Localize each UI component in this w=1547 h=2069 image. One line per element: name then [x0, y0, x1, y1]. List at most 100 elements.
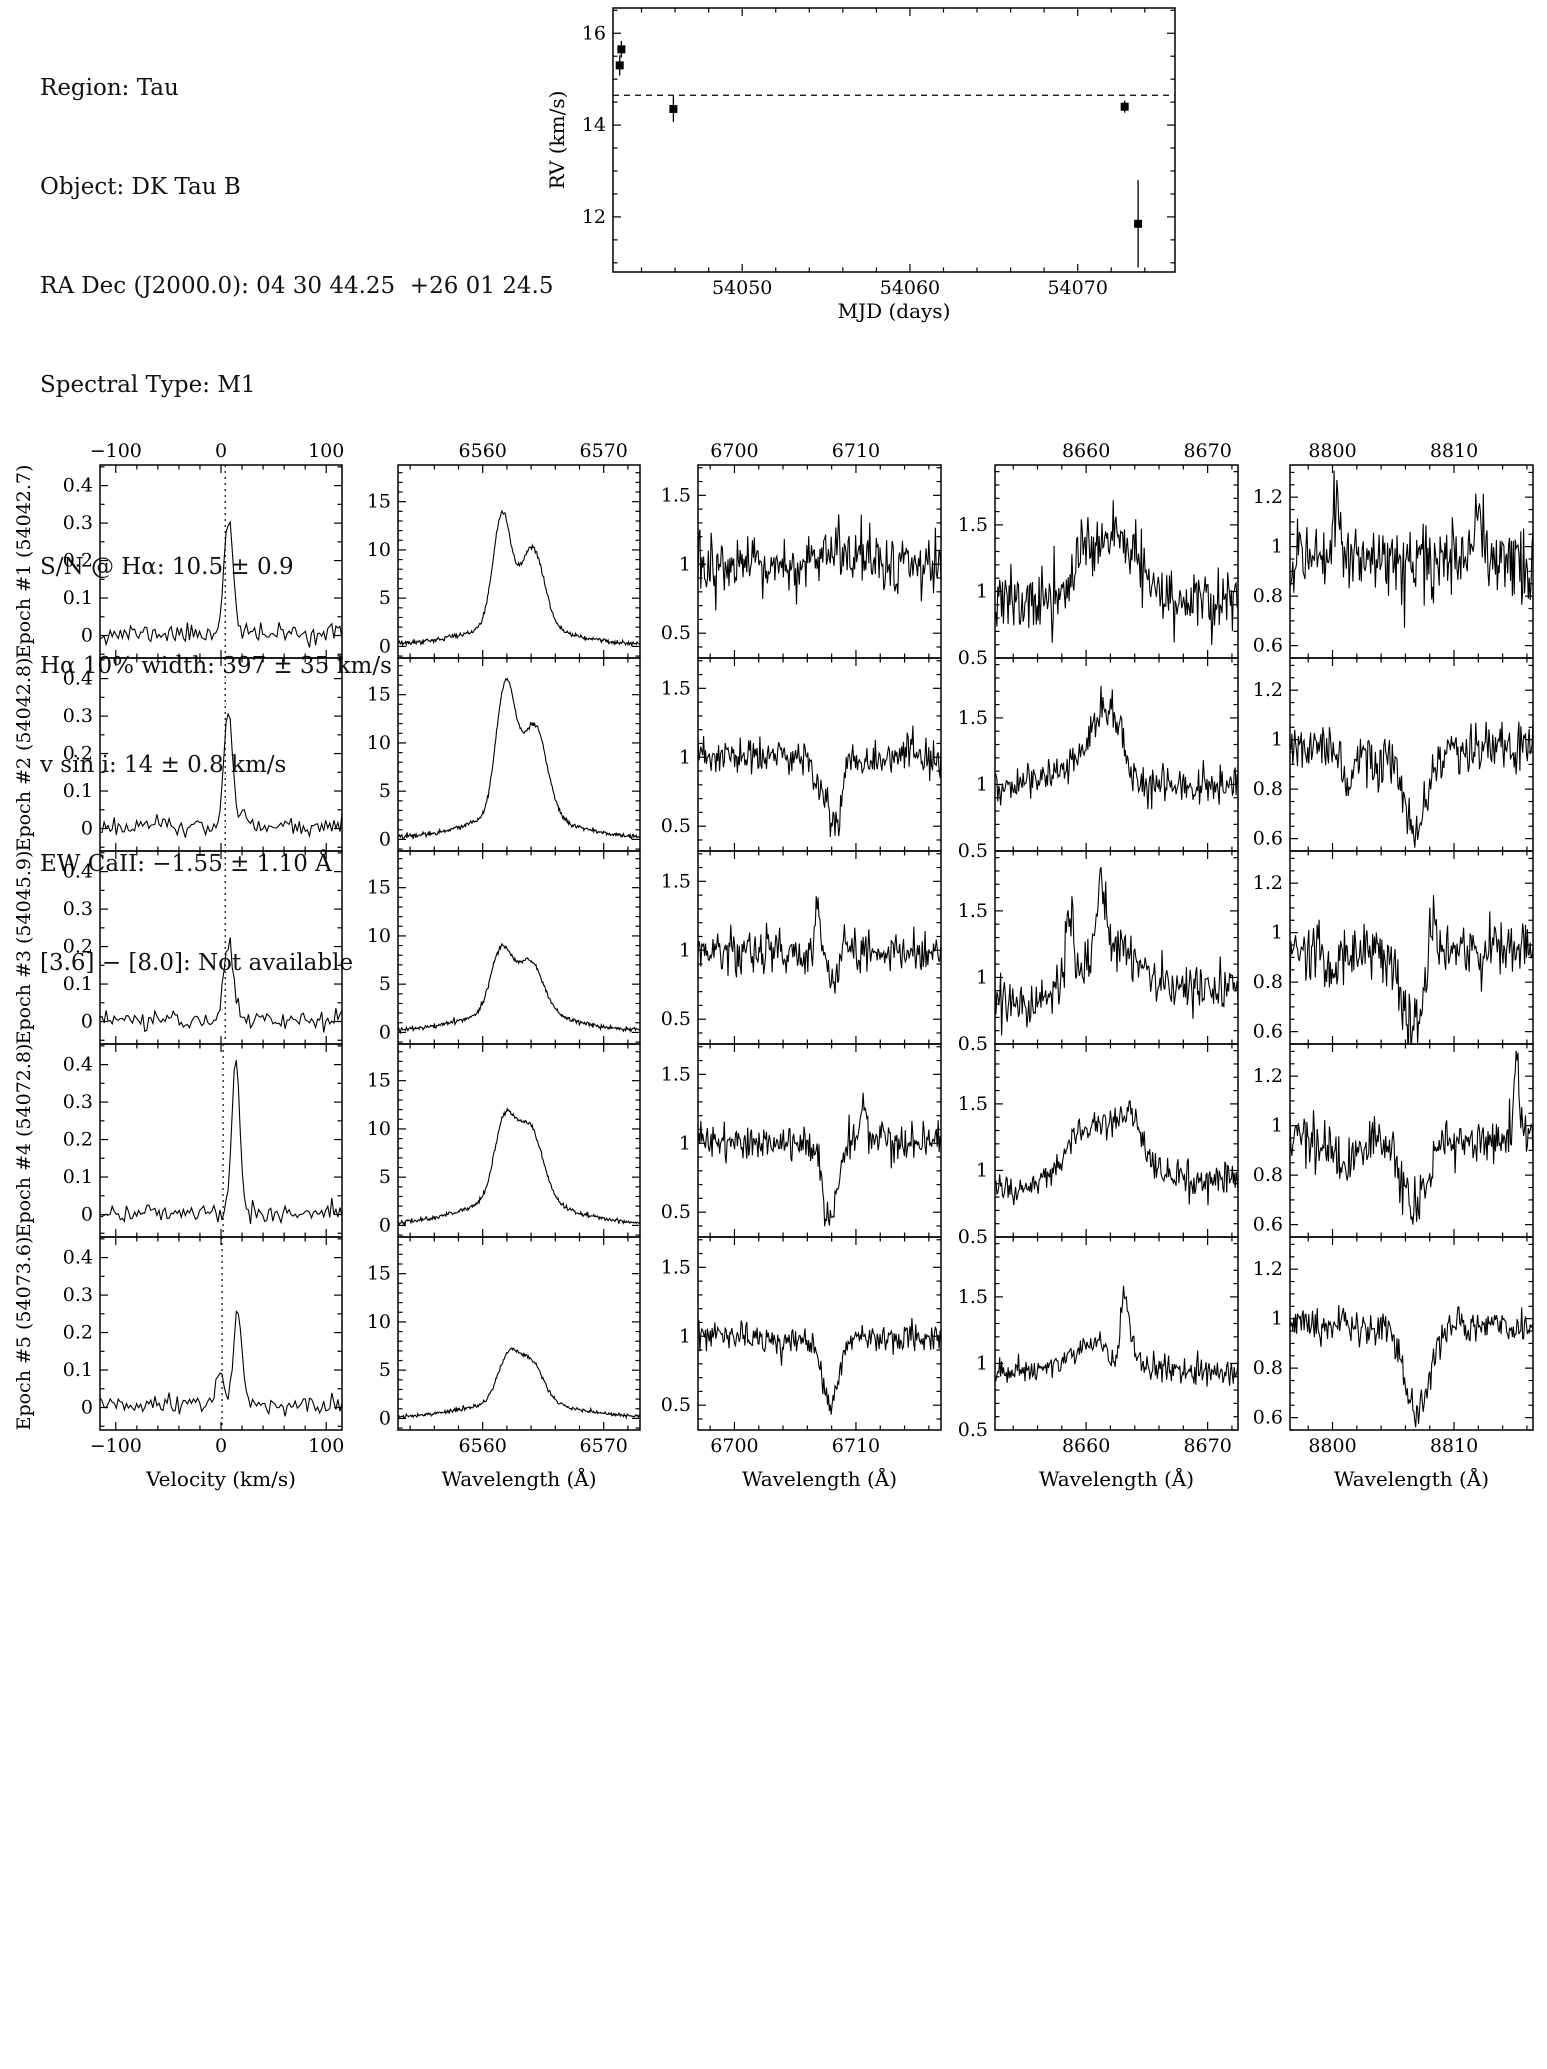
- spectrum-trace: [398, 509, 640, 647]
- axis-text: 6570: [580, 1435, 628, 1457]
- axis-text: 0.3: [63, 898, 93, 920]
- spectrum-panel-epoch5-col4: [995, 1285, 1238, 1387]
- info-ha-width: Hα 10% width: 397 ± 35 km/s: [40, 653, 392, 679]
- axis-text: 1.5: [958, 900, 988, 922]
- plot-frame: [99, 464, 343, 659]
- spectrum-panel-epoch4-col5: [1290, 1050, 1533, 1225]
- plot-frame: [612, 7, 1176, 273]
- axis-text: 6570: [580, 440, 628, 462]
- axis-text: 0.4: [63, 668, 93, 690]
- spectrum-panel-epoch1-col5: [1290, 470, 1533, 628]
- axis-text: 14: [582, 114, 606, 136]
- axis-text: 1: [1271, 922, 1283, 944]
- info-region: Region: Tau: [40, 75, 179, 101]
- axis-text: 0.6: [1253, 1021, 1283, 1043]
- axis-text: 8810: [1430, 440, 1478, 462]
- plot-frame: [1289, 1236, 1534, 1431]
- axis-text: 1: [976, 773, 988, 795]
- axis-text: 15: [367, 491, 391, 513]
- axis-text: 0.3: [63, 705, 93, 727]
- spectrum-trace: [995, 500, 1238, 645]
- rv-plot-svg: 54050 54060 54070 12 14 16 MJD (days) RV (km/s): [545, 7, 1176, 323]
- spectrum-panel-epoch1-col2: [398, 509, 640, 647]
- axis-text: 0.4: [63, 475, 93, 497]
- info-vsini: v sin i: 14 ± 0.8 km/s: [40, 752, 287, 778]
- axis-text: 0: [215, 1435, 227, 1457]
- spectrum-panel-epoch3-col5: [1290, 895, 1533, 1044]
- axis-text: −100: [90, 1435, 142, 1457]
- spectrum-panel-epoch5-col5: [1290, 1305, 1533, 1428]
- axis-text: 0.5: [661, 815, 691, 837]
- rv-point: [615, 61, 624, 70]
- axis-text: 6560: [459, 1435, 507, 1457]
- grid-xlabel: Velocity (km/s): [145, 1467, 296, 1491]
- plot-frame: [397, 850, 641, 1045]
- plot-frame: [397, 464, 641, 659]
- spectrum-trace: [100, 1060, 342, 1225]
- axis-text: 0.2: [63, 743, 93, 765]
- spectrum-trace: [100, 712, 342, 839]
- axis-text: 1: [679, 1132, 691, 1154]
- axis-text: 100: [308, 440, 344, 462]
- info-radec: RA Dec (J2000.0): 04 30 44.25 +26 01 24.…: [40, 273, 554, 299]
- axis-text: 5: [379, 587, 391, 609]
- axis-text: 16: [582, 22, 606, 44]
- axis-text: 10: [367, 732, 391, 754]
- plot-frame: [994, 657, 1239, 852]
- axis-text: 5: [379, 1359, 391, 1381]
- rv-point: [1134, 219, 1143, 228]
- axis-text: 0.6: [1253, 635, 1283, 657]
- spectrum-trace: [1290, 1305, 1533, 1428]
- axis-text: 0.6: [1253, 828, 1283, 850]
- axis-text: 54050: [712, 277, 772, 299]
- axis-text: 6700: [710, 440, 758, 462]
- axis-text: 1: [679, 939, 691, 961]
- spectrum-panel-epoch4-col1: [100, 1044, 342, 1237]
- axis-text: 0.5: [958, 647, 988, 669]
- spectrum-trace: [1290, 895, 1533, 1044]
- axis-text: 1: [679, 746, 691, 768]
- axis-text: 0.8: [1253, 1164, 1283, 1186]
- plot-frame: [697, 1236, 942, 1431]
- axis-text: 0.8: [1253, 778, 1283, 800]
- axis-text: 5: [379, 1166, 391, 1188]
- rv-ylabel: RV (km/s): [545, 91, 569, 190]
- axis-text: 8810: [1430, 1435, 1478, 1457]
- spectrum-panel-epoch2-col5: [1290, 719, 1533, 848]
- grid-xlabel: Wavelength (Å): [441, 1466, 596, 1491]
- axis-text: 0.2: [63, 1129, 93, 1151]
- axis-text: 0.5: [661, 1008, 691, 1030]
- axis-text: 15: [367, 1070, 391, 1092]
- axis-text: −100: [90, 440, 142, 462]
- spectrum-panel-epoch3-col3: [698, 896, 941, 994]
- spectrum-trace: [698, 725, 941, 838]
- axis-text: 0.5: [958, 1419, 988, 1441]
- spectrum-trace: [698, 514, 941, 611]
- axis-text: 0.2: [63, 550, 93, 572]
- spectrum-panel-epoch4-col3: [698, 1092, 941, 1227]
- axis-text: 1.5: [958, 1093, 988, 1115]
- axis-text: 5: [379, 780, 391, 802]
- axis-text: 1: [1271, 1115, 1283, 1137]
- plot-frame: [994, 1236, 1239, 1431]
- axis-text: 1: [976, 580, 988, 602]
- axis-text: 1: [1271, 729, 1283, 751]
- rv-point: [617, 45, 626, 54]
- axis-text: 5: [379, 973, 391, 995]
- axis-text: 0.1: [63, 1166, 93, 1188]
- axis-text: 0.5: [661, 1201, 691, 1223]
- spectrum-trace: [1290, 1050, 1533, 1225]
- axis-text: 8800: [1308, 1435, 1356, 1457]
- spectrum-trace: [698, 1317, 941, 1415]
- axis-text: 1: [976, 966, 988, 988]
- spectra-grid: −100 0 100 0 0.1 0.2 0.3 0.4 6560 6570 0 5 10 15 6700 6…: [0, 340, 1547, 1544]
- spectrum-panel-epoch2-col1: [100, 658, 342, 851]
- axis-text: 10: [367, 925, 391, 947]
- spectrum-panel-epoch1-col4: [995, 500, 1238, 645]
- rv-point: [1120, 102, 1129, 111]
- axis-text: 1: [1271, 536, 1283, 558]
- axis-text: 8670: [1183, 1435, 1231, 1457]
- axis-text: 1.5: [958, 1286, 988, 1308]
- axis-text: 1.5: [661, 870, 691, 892]
